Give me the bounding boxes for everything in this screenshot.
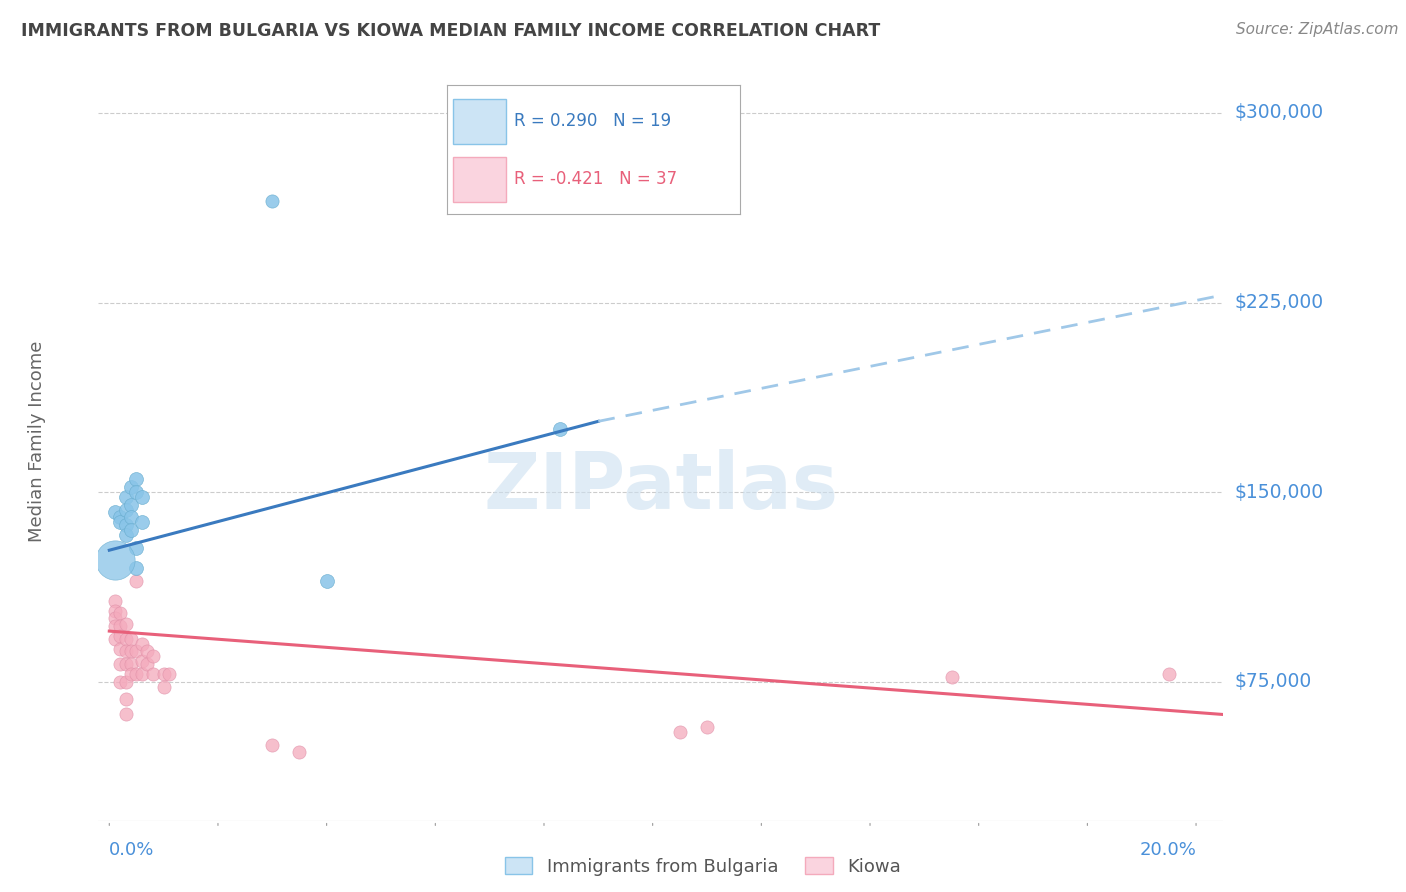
Point — [120, 498, 142, 512]
Point — [114, 616, 136, 631]
Point — [941, 669, 963, 683]
Point — [125, 574, 148, 588]
Point — [152, 680, 174, 694]
Point — [288, 746, 311, 760]
Point — [125, 541, 148, 555]
Point — [120, 644, 142, 658]
Point — [125, 472, 148, 486]
Text: IMMIGRANTS FROM BULGARIA VS KIOWA MEDIAN FAMILY INCOME CORRELATION CHART: IMMIGRANTS FROM BULGARIA VS KIOWA MEDIAN… — [21, 22, 880, 40]
Point — [108, 641, 131, 656]
Point — [114, 692, 136, 706]
Point — [152, 667, 174, 681]
Point — [262, 194, 284, 209]
Point — [120, 480, 142, 494]
Point — [669, 725, 692, 739]
Text: Source: ZipAtlas.com: Source: ZipAtlas.com — [1236, 22, 1399, 37]
Point — [104, 594, 127, 608]
Point — [114, 632, 136, 646]
Point — [131, 490, 153, 504]
Text: $300,000: $300,000 — [1234, 103, 1323, 122]
Point — [108, 607, 131, 621]
Point — [125, 644, 148, 658]
Point — [1157, 667, 1180, 681]
Point — [550, 422, 572, 436]
Point — [262, 738, 284, 752]
Point — [104, 604, 127, 618]
Point — [120, 657, 142, 671]
Point — [120, 510, 142, 524]
Point — [108, 516, 131, 530]
Text: Median Family Income: Median Family Income — [28, 341, 45, 542]
Point — [696, 720, 718, 734]
Point — [114, 674, 136, 689]
Text: 20.0%: 20.0% — [1139, 841, 1197, 859]
Point — [125, 485, 148, 500]
Legend: Immigrants from Bulgaria, Kiowa: Immigrants from Bulgaria, Kiowa — [498, 850, 908, 883]
Point — [108, 510, 131, 524]
Point — [114, 657, 136, 671]
Point — [114, 707, 136, 722]
Point — [114, 644, 136, 658]
Point — [120, 667, 142, 681]
Text: $75,000: $75,000 — [1234, 673, 1312, 691]
Point — [108, 674, 131, 689]
Point — [114, 490, 136, 504]
Point — [131, 667, 153, 681]
Text: $150,000: $150,000 — [1234, 483, 1323, 501]
Point — [114, 528, 136, 542]
Point — [104, 505, 127, 519]
Point — [131, 637, 153, 651]
Text: $225,000: $225,000 — [1234, 293, 1323, 312]
Point — [104, 632, 127, 646]
Point — [131, 516, 153, 530]
Text: 0.0%: 0.0% — [110, 841, 155, 859]
Point — [125, 561, 148, 575]
Point — [136, 657, 159, 671]
Point — [157, 667, 180, 681]
Point — [142, 649, 165, 664]
Point — [114, 503, 136, 517]
Point — [315, 574, 337, 588]
Point — [131, 655, 153, 669]
Text: ZIPatlas: ZIPatlas — [484, 449, 838, 525]
Point — [125, 667, 148, 681]
Point — [104, 619, 127, 633]
Point — [114, 517, 136, 532]
Point — [142, 667, 165, 681]
Point — [104, 553, 127, 567]
Point — [108, 657, 131, 671]
Point — [120, 523, 142, 537]
Point — [104, 611, 127, 625]
Point — [136, 644, 159, 658]
Point — [120, 632, 142, 646]
Point — [108, 619, 131, 633]
Point — [108, 629, 131, 643]
